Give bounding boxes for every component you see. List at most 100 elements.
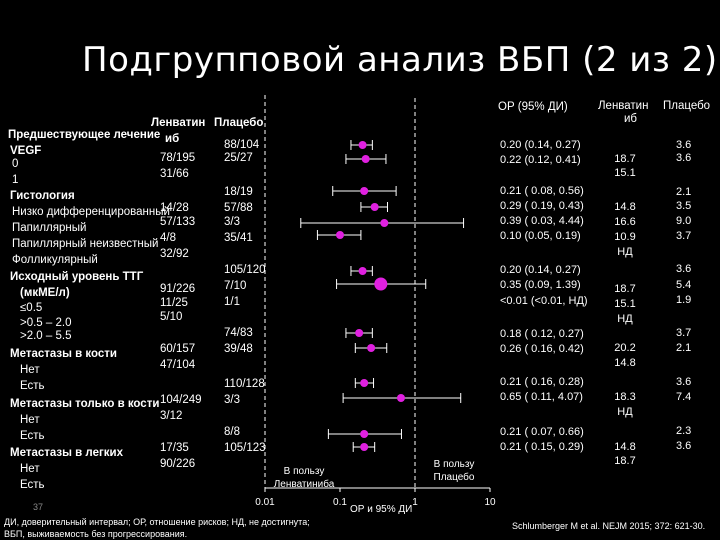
page-number: 37 [33,502,44,512]
hr-point [358,267,367,275]
subgroup-label: Низко дифференцированный [12,206,170,218]
subgroup-label: Есть [20,380,45,392]
hr-point [396,394,405,402]
hr-ci-value: 0.20 (0.14, 0.27) [500,139,581,151]
hr-point [361,155,370,163]
col-header-right-ib: иб [624,113,638,125]
subgroup-label: VEGF [10,145,42,157]
placebo-median-pfs: 5.4 [676,279,692,291]
placebo-median-pfs: 2.3 [676,425,692,437]
subgroup-label: Есть [20,479,45,491]
lenvatinib-median-pfs: 10.9 [614,231,636,243]
placebo-events: 3/3 [224,394,240,406]
subgroup-label: >2.0 – 5.5 [20,330,72,342]
placebo-events: 105/120 [224,264,266,276]
lenvatinib-events: 4/8 [160,232,176,244]
slide-title: Подгрупповой анализ ВБП (2 из 2) [82,40,718,80]
citation: Schlumberger M et al. NEJM 2015; 372: 62… [512,521,706,531]
placebo-events: 57/88 [224,202,253,214]
subgroup-label: Нет [20,414,40,426]
placebo-events: 35/41 [224,232,253,244]
subgroup-label: 0 [12,158,19,170]
lenvatinib-events: 31/66 [160,168,189,180]
lenvatinib-events: 11/25 [160,297,188,309]
lenvatinib-events: 91/226 [160,283,196,295]
hr-ci-value: 0.35 (0.09, 1.39) [500,279,581,291]
hr-point [358,141,367,149]
lenvatinib-events: 3/12 [160,410,183,422]
x-tick-label: 0.1 [333,497,347,508]
lenvatinib-events: 47/104 [160,359,196,371]
hr-ci-value: 0.18 ( 0.12, 0.27) [500,328,584,340]
footnote-line-2: ВБП, выживаемость без прогрессирования. [4,529,188,539]
lenvatinib-median-pfs: НД [617,246,633,258]
lenvatinib-median-pfs: НД [617,313,633,325]
lenvatinib-events: 90/226 [160,458,196,470]
subgroup-label: Гистология [10,190,75,202]
placebo-events: 88/104 [224,139,260,151]
subgroup-label: 1 [12,174,19,186]
lenvatinib-median-pfs: 18.7 [614,153,636,165]
lenvatinib-events: 60/157 [160,343,196,355]
lenvatinib-median-pfs: 14.8 [614,441,636,453]
hr-ci-value: 0.29 ( 0.19, 0.43) [500,200,584,212]
subgroup-label: Фолликулярный [12,254,98,266]
hr-point [360,187,369,195]
col-header-ib: иб [165,133,180,145]
x-tick-label: 1 [412,497,418,508]
lenvatinib-median-pfs: 15.1 [614,298,636,310]
subgroup-label: Метастазы только в кости [10,398,160,410]
subgroup-label: Исходный уровень ТТГ [10,271,144,283]
placebo-events: 1/1 [224,296,240,308]
placebo-median-pfs: 3.6 [676,263,692,275]
placebo-median-pfs: 2.1 [676,186,692,198]
placebo-median-pfs: 3.6 [676,139,692,151]
hr-ci-value: 0.10 (0.05, 0.19) [500,230,581,242]
placebo-events: 18/19 [224,186,253,198]
col-header-right-lenvatinib: Ленватин [598,100,649,112]
hr-ci-value: 0.21 ( 0.16, 0.28) [500,376,584,388]
col-header-hr-ci: ОР (95% ДИ) [498,101,568,113]
subgroup-label: Метастазы в кости [10,348,117,360]
placebo-median-pfs: 3.6 [676,376,692,388]
placebo-median-pfs: 3.6 [676,152,692,164]
hr-ci-value: <0.01 (<0.01, НД) [500,295,588,307]
placebo-events: 25/27 [224,152,253,164]
favors-left-label: В пользу Ленватиниба [273,466,335,490]
placebo-events: 39/48 [224,343,253,355]
x-tick-label: 0.01 [255,497,275,508]
lenvatinib-events: 5/10 [160,311,183,323]
lenvatinib-events: 17/35 [160,442,189,454]
lenvatinib-events: 32/92 [160,248,189,260]
hr-point [360,443,369,451]
placebo-events: 110/128 [224,378,265,390]
lenvatinib-median-pfs: 18.3 [614,391,636,403]
subgroup-label: Есть [20,430,45,442]
placebo-median-pfs: 7.4 [676,391,692,403]
placebo-median-pfs: 2.1 [676,342,692,354]
hr-ci-value: 0.22 (0.12, 0.41) [500,154,581,166]
lenvatinib-events: 104/249 [160,394,202,406]
subgroup-label: Предшествующее лечение [8,129,161,141]
placebo-events: 105/123 [224,442,266,454]
subgroup-label: Папиллярный неизвестный [12,238,159,250]
hr-ci-value: 0.65 ( 0.11, 4.07) [500,391,583,403]
hr-point [355,329,364,337]
lenvatinib-events: 57/133 [160,216,196,228]
lenvatinib-events: 14/28 [160,202,189,214]
col-header-placebo: Плацебо [214,117,264,129]
subgroup-label: (мкМЕ/л) [20,287,70,299]
footnote-line-1: ДИ, доверительный интервал; ОР, отношени… [4,517,310,527]
placebo-median-pfs: 9.0 [676,215,692,227]
placebo-events: 3/3 [224,216,240,228]
subgroup-label: Нет [20,463,40,475]
hr-ci-value: 0.21 ( 0.08, 0.56) [500,185,584,197]
hr-point [380,219,389,227]
placebo-median-pfs: 3.7 [676,327,692,339]
lenvatinib-median-pfs: 15.1 [614,167,636,179]
hr-point [370,203,379,211]
lenvatinib-median-pfs: 16.6 [614,216,636,228]
hr-point [336,231,344,239]
hr-ci-value: 0.20 (0.14, 0.27) [500,264,581,276]
hr-ci-value: 0.21 ( 0.15, 0.29) [500,441,584,453]
